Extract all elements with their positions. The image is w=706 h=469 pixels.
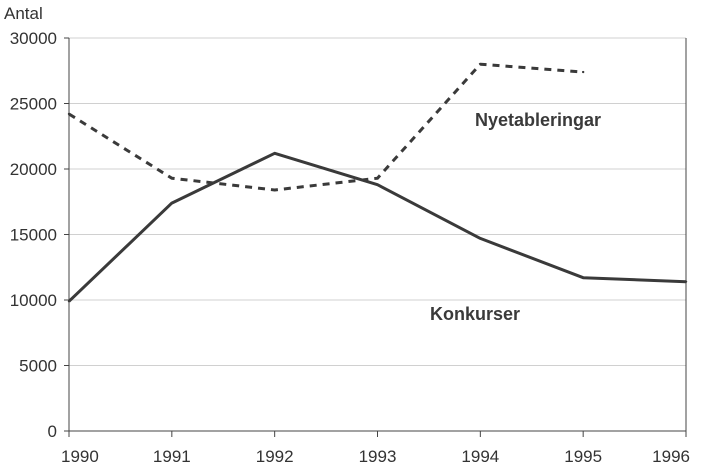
data-point xyxy=(376,183,379,186)
y-tick-label: 10000 xyxy=(10,291,57,310)
gridlines xyxy=(69,37,686,366)
y-axis-title: Antal xyxy=(4,4,43,23)
y-tick-labels: 0 5000 10000 15000 20000 25000 30000 xyxy=(10,29,57,441)
data-point xyxy=(273,152,276,155)
data-point xyxy=(684,280,688,283)
x-tick-label: 1990 xyxy=(61,447,99,466)
data-point xyxy=(479,62,482,66)
x-tick-label: 1996 xyxy=(652,447,690,466)
x-tick-label: 1992 xyxy=(256,447,294,466)
data-point xyxy=(376,176,379,180)
data-point xyxy=(273,188,276,192)
data-point xyxy=(67,112,71,116)
x-tick-label: 1994 xyxy=(461,447,499,466)
x-tick-label: 1995 xyxy=(564,447,602,466)
data-point xyxy=(581,70,585,74)
y-tick-label: 30000 xyxy=(10,29,57,48)
series-lines xyxy=(67,62,688,303)
series-line-konkurser xyxy=(67,151,687,303)
data-point xyxy=(581,276,585,279)
y-tick-label: 0 xyxy=(48,422,57,441)
x-tick-label: 1993 xyxy=(359,447,397,466)
y-tick-label: 15000 xyxy=(10,226,57,245)
series-label-konkurser: Konkurser xyxy=(430,304,520,324)
axes xyxy=(64,37,687,437)
series-label-nyetableringar: Nyetableringar xyxy=(475,110,601,130)
data-point xyxy=(67,300,71,303)
x-tick-label: 1991 xyxy=(153,447,191,466)
y-tick-label: 20000 xyxy=(10,160,57,179)
series-labels: Nyetableringar Konkurser xyxy=(430,110,601,324)
data-point xyxy=(170,201,174,205)
y-tick-label: 25000 xyxy=(10,95,57,114)
y-tick-label: 5000 xyxy=(19,357,57,376)
data-point xyxy=(479,237,482,240)
x-tick-labels: 1990 1991 1992 1993 1994 1995 1996 xyxy=(61,447,690,466)
data-point xyxy=(170,176,174,180)
series-line-nyetableringar xyxy=(68,62,584,192)
